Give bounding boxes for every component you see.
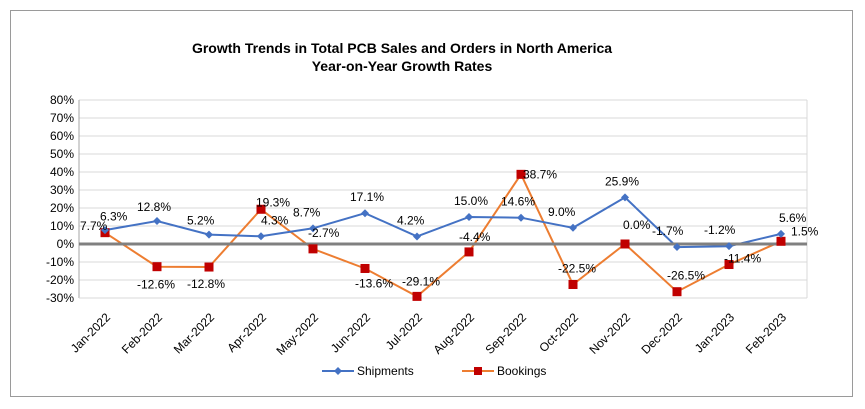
bookings-point — [516, 169, 526, 179]
y-tick-label: 30% — [50, 183, 74, 197]
chart-frame: Growth Trends in Total PCB Sales and Ord… — [10, 10, 853, 397]
bookings-data-label: -12.8% — [187, 277, 225, 291]
y-tick-label: 80% — [50, 93, 74, 107]
shipments-data-label: 9.0% — [548, 205, 576, 219]
line-chart: Growth Trends in Total PCB Sales and Ord… — [46, 40, 819, 378]
x-tick-label: Nov-2022 — [586, 310, 633, 357]
bookings-data-label: 19.3% — [256, 195, 290, 209]
shipments-point — [101, 226, 109, 235]
shipments-data-label: -1.2% — [704, 223, 736, 237]
shipments-point — [465, 213, 473, 221]
shipments-point — [673, 243, 681, 252]
y-tick-label: 70% — [50, 111, 74, 125]
chart-subtitle: Year-on-Year Growth Rates — [312, 58, 493, 74]
bookings-data-label: -2.7% — [308, 226, 340, 240]
shipments-data-label: 4.3% — [261, 213, 289, 227]
bookings-point — [412, 291, 422, 301]
shipments-data-label: 17.1% — [350, 190, 384, 204]
shipments-point — [205, 230, 213, 239]
shipments-point — [725, 242, 733, 251]
bookings-data-label: -11.4% — [724, 252, 761, 266]
chart-title: Growth Trends in Total PCB Sales and Ord… — [192, 40, 612, 56]
bookings-data-label: -26.5% — [667, 269, 705, 283]
x-tick-label: Jan-2022 — [68, 310, 114, 356]
shipments-data-label: 7.7% — [80, 219, 108, 233]
shipments-data-label: 5.2% — [187, 214, 215, 228]
shipments-point — [153, 216, 161, 225]
bookings-point — [464, 247, 474, 257]
shipments-point — [413, 232, 421, 241]
bookings-point — [152, 262, 162, 272]
bookings-point — [360, 263, 370, 273]
x-tick-label: Jul-2022 — [383, 310, 426, 353]
y-tick-label: 50% — [50, 147, 74, 161]
x-tick-label: Apr-2022 — [224, 310, 269, 355]
shipments-data-label: 15.0% — [454, 194, 488, 208]
legend: Shipments Bookings — [322, 364, 546, 378]
shipments-point — [361, 209, 369, 218]
series-layer — [79, 169, 807, 301]
bookings-data-label: -29.1% — [402, 274, 440, 288]
bookings-data-label: 1.5% — [791, 224, 819, 238]
bookings-point — [724, 260, 734, 270]
legend-shipments-label: Shipments — [357, 364, 414, 378]
bookings-data-label: 38.7% — [523, 167, 557, 181]
shipments-point — [517, 213, 525, 222]
x-tick-label: Oct-2022 — [536, 310, 581, 355]
bookings-data-label: 0.0% — [623, 218, 651, 232]
y-tick-label: 0% — [57, 237, 75, 251]
x-tick-label: Jun-2022 — [328, 310, 374, 356]
bookings-point — [776, 236, 786, 246]
y-tick-label: 60% — [50, 129, 74, 143]
shipments-point — [569, 223, 577, 232]
bookings-data-label: -22.5% — [558, 262, 596, 276]
x-tick-label: May-2022 — [273, 310, 321, 358]
shipments-data-label: 5.6% — [779, 211, 807, 225]
bookings-point — [308, 244, 318, 254]
legend-bookings-label: Bookings — [497, 364, 546, 378]
shipments-data-label: 4.2% — [397, 213, 425, 227]
x-tick-label: Aug-2022 — [430, 310, 477, 357]
shipments-point — [309, 224, 317, 233]
bookings-point — [568, 280, 578, 289]
y-tick-label: 20% — [50, 201, 74, 215]
x-tick-label: Feb-2022 — [119, 310, 165, 356]
y-tick-label: 40% — [50, 165, 74, 179]
y-tick-label: -30% — [46, 291, 74, 305]
bookings-data-label: -4.4% — [459, 230, 491, 244]
shipments-point — [621, 193, 629, 202]
y-tick-label: 10% — [50, 219, 74, 233]
y-tick-label: -10% — [46, 255, 74, 269]
shipments-point — [257, 232, 265, 241]
bookings-data-label: -12.6% — [137, 278, 175, 292]
bookings-data-label: 6.3% — [100, 210, 128, 224]
x-tick-label: Sep-2022 — [482, 310, 529, 357]
legend-bookings-marker — [474, 367, 482, 375]
shipments-data-label: 8.7% — [293, 205, 321, 219]
bookings-point — [204, 262, 214, 272]
x-tick-label: Mar-2022 — [171, 310, 217, 356]
bookings-data-label: -13.6% — [355, 276, 393, 290]
bookings-point — [256, 204, 266, 214]
x-tick-label: Feb-2023 — [743, 310, 789, 356]
legend-shipments-marker — [334, 367, 342, 375]
shipments-point — [777, 229, 785, 238]
y-tick-label: -20% — [46, 273, 74, 287]
shipments-data-label: 25.9% — [605, 174, 639, 188]
shipments-data-label: 12.8% — [137, 200, 171, 214]
bookings-point — [672, 287, 682, 297]
x-tick-label: Dec-2022 — [638, 310, 685, 357]
shipments-data-label: 14.6% — [501, 195, 535, 209]
bookings-line — [104, 172, 782, 298]
data-labels: 7.7% 12.8% 5.2% 4.3% 8.7% 17.1% 4.2% 15.0% 14.6%… — [80, 167, 819, 291]
x-tick-label: Jan-2023 — [692, 310, 738, 356]
shipments-line — [104, 196, 782, 249]
axes: 80% 70% 60% 50% 40% 30% 20% 10% 0% -10% -20% -30% Ja… — [46, 93, 808, 358]
bookings-point — [620, 239, 630, 249]
shipments-data-label: -1.7% — [652, 224, 684, 238]
